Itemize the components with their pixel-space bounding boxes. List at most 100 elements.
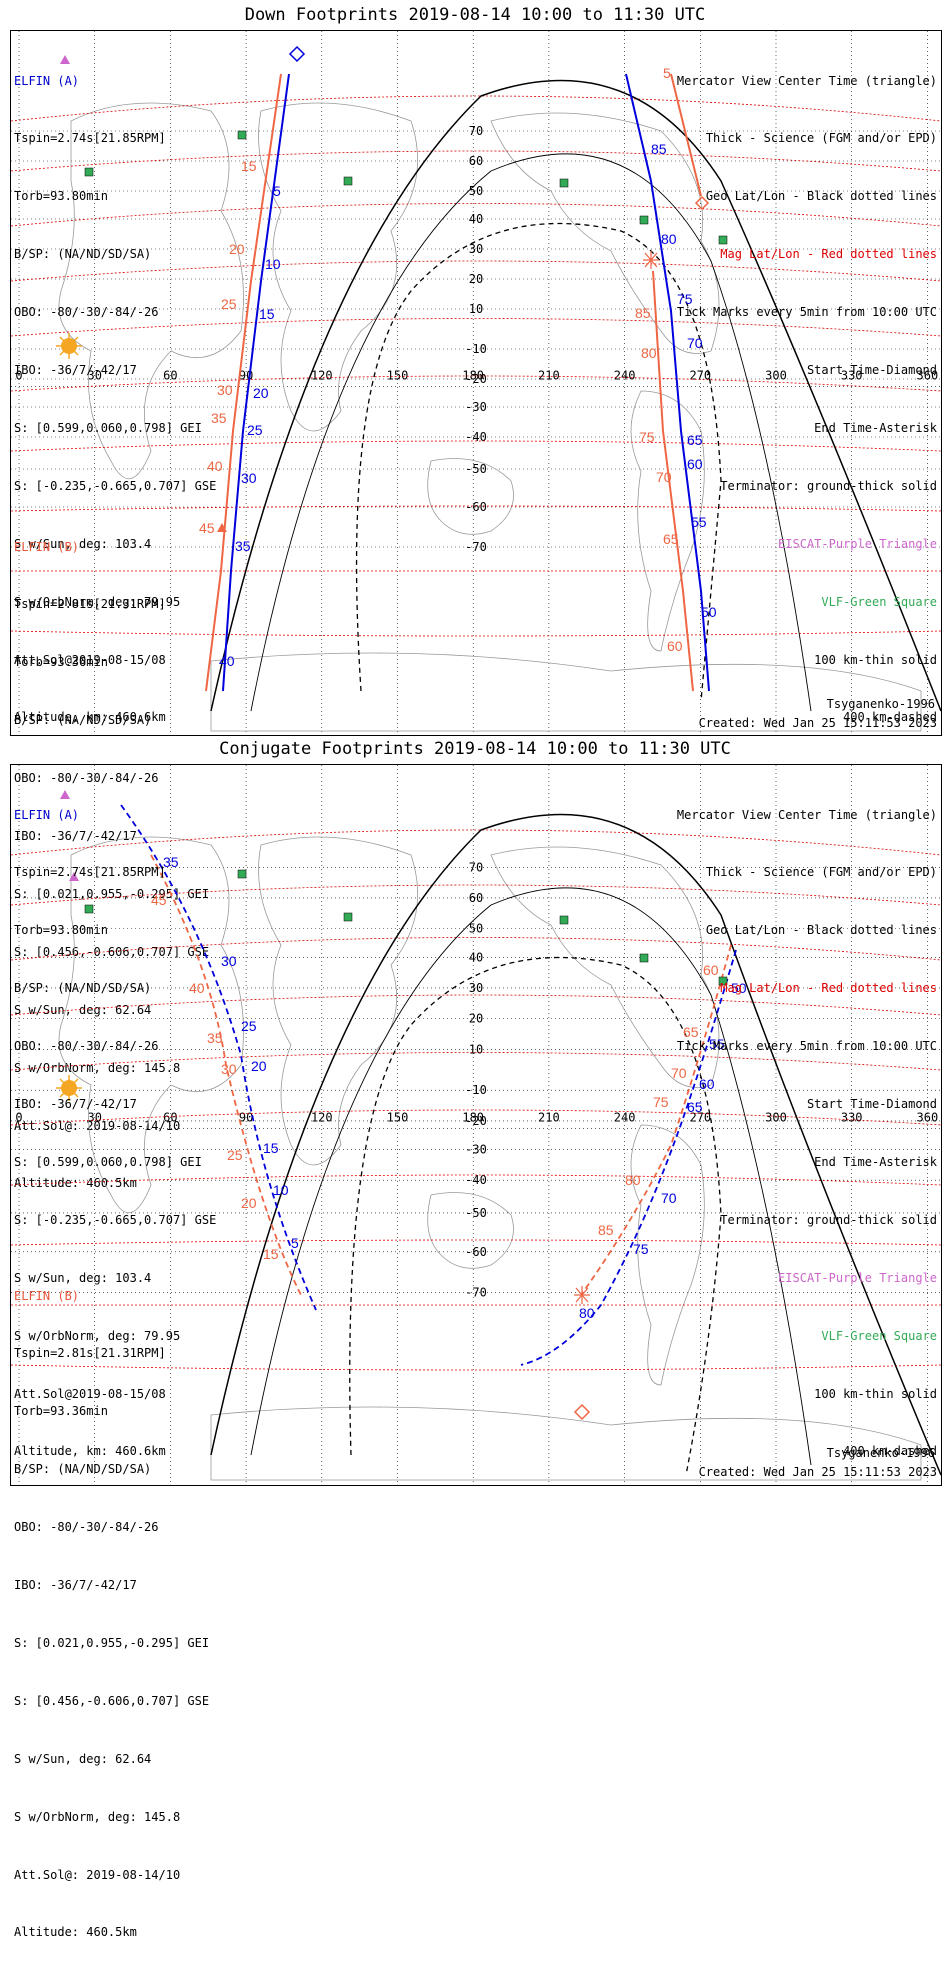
- elfin-a-line: S: [0.599,0.060,0.798] GEI: [14, 1154, 202, 1169]
- lon-label: 240: [614, 1110, 636, 1124]
- elfin-b-line: Tspin=2.81s[21.31RPM]: [14, 597, 166, 612]
- elfin-b-line: S: [0.021,0.955,-0.295] GEI: [14, 1635, 210, 1650]
- track-tick-label: 80: [625, 1172, 641, 1188]
- elfin-b-line: Att.Sol@: 2019-08-14/10: [14, 1867, 181, 1882]
- lat-label: 20: [469, 1012, 483, 1026]
- lat-label: -20: [465, 372, 487, 386]
- elfin-a-line: IBO: -36/7/-42/17: [14, 363, 137, 378]
- legend-400km: 400 km-dashed: [843, 1444, 937, 1459]
- elfin-b-line: B/SP: (NA/ND/SD/SA): [14, 713, 152, 728]
- model-label: Tsyganenko-1996: [826, 697, 935, 711]
- elfin-b-track: [150, 854, 732, 1296]
- legend-400km: 400 km-dashed: [843, 710, 937, 725]
- lat-label: 70: [469, 124, 483, 138]
- lat-label: -30: [465, 1143, 487, 1157]
- track-tick-label: 65: [683, 1024, 699, 1040]
- markers: [56, 790, 728, 1421]
- elfin-a-line: S: [-0.235,-0.665,0.707] GSE: [14, 478, 217, 493]
- elfin-a-track: [120, 804, 737, 1366]
- lon-label: 0: [15, 1110, 22, 1124]
- down-footprints-panel: 0 30 60 90 120 150 180 210 240 270 300 330 360 70 60 50…: [10, 30, 942, 1190]
- track-tick-label: 75: [653, 1094, 669, 1110]
- track-tick-label: 55: [691, 514, 707, 530]
- track-tick-label: 25: [247, 422, 263, 438]
- lat-label: -50: [465, 1206, 487, 1220]
- legend-100km: 100 km-thin solid: [814, 1386, 937, 1401]
- lat-label: 60: [469, 891, 483, 905]
- legend-geo: Geo Lat/Lon - Black dotted lines: [705, 189, 937, 204]
- track-tick-label: 75: [633, 1241, 649, 1257]
- elfin-b-line: OBO: -80/-30/-84/-26: [14, 771, 159, 786]
- elfin-a-track: [222, 73, 710, 692]
- geo-grid: 0 30 60 90 120 150 180 210 240 270 300 330 360706050…: [11, 31, 941, 735]
- elfin-b-label: ELFIN (B): [14, 1288, 80, 1303]
- legend-eiscat: EISCAT-Purple Triangle: [778, 1270, 937, 1285]
- legend-vlf: VLF-Green Square: [821, 1328, 937, 1343]
- lat-label: 10: [469, 302, 483, 316]
- lon-label: 150: [387, 1110, 409, 1124]
- elfin-a-line: Att.Sol@2019-08-15/08: [14, 1386, 166, 1401]
- track-tick-label: 5: [291, 1235, 299, 1251]
- elfin-b-label: ELFIN (B): [14, 539, 80, 554]
- lat-label: -70: [465, 540, 487, 554]
- track-tick-label: 70: [687, 335, 703, 351]
- geo-grid: 0 30 60 90 120 150 180 210 240 270 300 330 360706050…: [11, 765, 941, 1485]
- lon-label: 120: [311, 1110, 333, 1124]
- lat-label: -70: [465, 1286, 487, 1300]
- track-tick-label: 85: [635, 305, 651, 321]
- legend-100km: 100 km-thin solid: [814, 652, 937, 667]
- track-tick-label: 80: [661, 231, 677, 247]
- lon-label: 0: [15, 368, 22, 382]
- lon-label: 60: [163, 368, 177, 382]
- elfin-a-line: S w/OrbNorm, deg: 79.95: [14, 594, 181, 609]
- elfin-a-info: ELFIN (A) Tspin=2.74s[21.85RPM] Torb=93.…: [14, 33, 216, 766]
- track-tick-label: 45: [199, 520, 215, 536]
- track-tick-label: 35: [163, 854, 179, 870]
- track-tick-label: 60: [703, 962, 719, 978]
- terminator: [210, 79, 941, 712]
- track-tick-label: 85: [598, 1222, 614, 1238]
- elfin-a-line: IBO: -36/7/-42/17: [14, 1097, 137, 1112]
- legend-end: End Time-Asterisk: [814, 420, 937, 435]
- track-tick-label: 60: [687, 456, 703, 472]
- elfin-b-line: Altitude: 460.5km: [14, 1176, 137, 1191]
- track-tick-label: 45: [11, 31, 27, 34]
- elfin-a-line: S: [0.599,0.060,0.798] GEI: [14, 420, 202, 435]
- elfin-b-line: Torb=93.36min: [14, 655, 108, 670]
- track-tick-label: 70: [671, 1065, 687, 1081]
- lat-label: -10: [465, 342, 487, 356]
- track-tick-label: 55: [709, 1036, 725, 1052]
- legend-ticks: Tick Marks every 5min from 10:00 UTC: [676, 1039, 937, 1054]
- track-tick-label: 65: [663, 531, 679, 547]
- legend-terminator: Terminator: ground-thick solid: [720, 1212, 937, 1227]
- elfin-a-line: Tspin=2.74s[21.85RPM]: [14, 865, 166, 880]
- lat-label: -40: [465, 1173, 487, 1187]
- track-tick-label: 85: [651, 141, 667, 157]
- track-tick-label: 5: [273, 183, 281, 199]
- elfin-a-info: ELFIN (A) Tspin=2.74s[21.85RPM] Torb=93.…: [14, 767, 216, 1500]
- lat-label: 40: [469, 212, 483, 226]
- lon-label: 300: [765, 1110, 787, 1124]
- track-tick-label: 75: [639, 429, 655, 445]
- lat-label: 30: [469, 242, 483, 256]
- track-tick-label: 20: [241, 1195, 257, 1211]
- legend-mag: Mag Lat/Lon - Red dotted lines: [720, 247, 937, 262]
- legend-geo: Geo Lat/Lon - Black dotted lines: [705, 923, 937, 938]
- lat-label: -60: [465, 500, 487, 514]
- elfin-b-tick-labels: 5 15 20 25 30 35 40 45 60 65 70 75 80 85: [199, 65, 683, 654]
- track-tick-label: 60: [699, 1076, 715, 1092]
- legend: Mercator View Center Time (triangle) Thi…: [677, 767, 937, 1500]
- elfin-a-line: Att.Sol@2019-08-15/08: [14, 652, 166, 667]
- continents: [58, 102, 922, 732]
- lat-label: 60: [469, 154, 483, 168]
- track-tick-label: 40: [189, 980, 205, 996]
- elfin-b-line: IBO: -36/7/-42/17: [14, 1578, 137, 1593]
- elfin-a-line: Altitude, km: 460.6km: [14, 1444, 166, 1459]
- legend-eiscat: EISCAT-Purple Triangle: [778, 536, 937, 551]
- track-tick-label: 40: [219, 653, 235, 669]
- conjugate-footprints-panel: 0 30 60 90 120 150 180 210 240 270 300 330 360 70 60 50…: [10, 764, 942, 1939]
- track-tick-label: 50: [701, 604, 717, 620]
- elfin-b-line: Tspin=2.81s[21.31RPM]: [14, 1346, 166, 1361]
